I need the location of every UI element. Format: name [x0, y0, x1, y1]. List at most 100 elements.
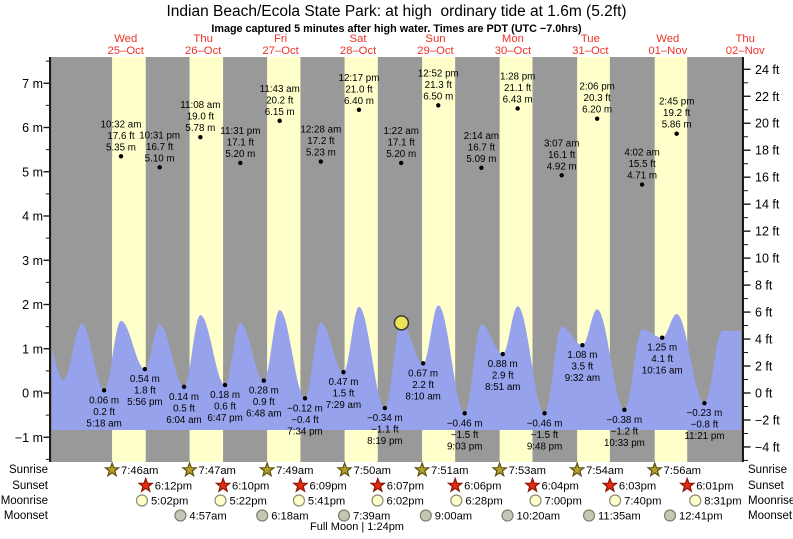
tide-annotation-low: 6:04 am [166, 415, 201, 426]
moonrise-icon [608, 494, 622, 507]
tide-annotation-high: 4:02 am [624, 148, 659, 159]
tide-annotation-high: 2:45 pm [659, 97, 694, 108]
row-label-moonrise-left: Moonrise [0, 494, 48, 507]
tide-annotation-low: 0.2 ft [93, 407, 115, 418]
day-label-name: Mon [502, 33, 524, 45]
tide-dot [674, 131, 679, 136]
tide-annotation-low: 9:32 am [565, 373, 600, 384]
tide-annotation-high: 12:52 pm [418, 68, 459, 79]
tide-annotation-low: 0.14 m [169, 392, 199, 403]
day-label-date: 02–Nov [726, 45, 765, 57]
astro-time-label: 6:04pm [541, 481, 578, 493]
axis-tick-label-left: 6 m [22, 121, 43, 135]
tide-dot [622, 407, 627, 413]
day-label-name: Wed [114, 33, 137, 45]
astro-time-label: 4:57am [189, 511, 226, 523]
tide-annotation-high: 5.09 m [466, 154, 496, 165]
tide-annotation-low: −0.12 m [287, 403, 323, 414]
axis-tick-label-right: 8 ft [755, 279, 773, 293]
day-label-date: 31–Oct [572, 45, 609, 57]
axis-tick-label-right: 16 ft [755, 171, 780, 185]
tide-dot [420, 361, 426, 366]
tide-dot [462, 411, 467, 416]
tide-annotation-low: 0.5 ft [173, 403, 195, 414]
tide-annotation-low: −0.46 m [527, 418, 563, 429]
tide-dot [559, 173, 564, 178]
tide-dot [302, 396, 308, 401]
sunrise-icon [568, 461, 586, 478]
axis-tick-label-left: −1 m [15, 431, 43, 445]
tide-dot [702, 400, 707, 406]
sunrise-icon [491, 461, 508, 478]
moonrise-icon [214, 494, 227, 507]
tide-annotation-high: 17.6 ft [107, 131, 135, 142]
sunset-icon [524, 476, 541, 493]
full-moon-label: Full Moon | 1:24pm [310, 521, 404, 533]
tide-annotation-high: 21.1 ft [504, 83, 532, 94]
y-axis-left [49, 57, 52, 462]
tide-annotation-high: 5.78 m [185, 123, 215, 134]
tide-annotation-low: 0.88 m [488, 359, 518, 370]
sunrise-icon [181, 461, 198, 478]
tide-annotation-low: −0.46 m [447, 418, 483, 429]
tide-annotation-low: 5:56 pm [127, 397, 162, 408]
tide-annotation-high: 16.7 ft [146, 142, 174, 153]
astro-time-label: 6:28pm [465, 496, 502, 508]
tide-annotation-high: 6.40 m [344, 96, 374, 107]
day-label-name: Sun [425, 33, 445, 45]
moonrise-icon [529, 494, 542, 507]
tide-annotation-low: 0.28 m [249, 386, 279, 397]
day-label-name: Thu [193, 33, 212, 45]
sunset-icon [678, 476, 696, 493]
astro-time-label: 7:46am [121, 465, 158, 477]
axis-tick-label-right: −2 ft [755, 413, 780, 427]
row-label-moonset-left: Moonset [3, 509, 48, 522]
tide-annotation-high: 6.50 m [423, 91, 453, 102]
astro-time-label: 9:00am [435, 511, 472, 523]
moonrise-icon [689, 494, 702, 507]
tide-annotation-high: 11:08 am [180, 100, 220, 111]
axis-tick-label-right: 14 ft [755, 198, 780, 212]
tide-annotation-high: 20.3 ft [584, 93, 612, 104]
day-label-date: 01–Nov [648, 45, 687, 57]
tide-annotation-low: −0.4 ft [291, 415, 319, 426]
astro-time-label: 10:20am [517, 511, 561, 523]
axis-tick-label-left: 3 m [22, 254, 43, 268]
astro-time-label: 7:54am [586, 465, 623, 477]
sunset-icon [137, 476, 155, 493]
day-label-date: 28–Oct [340, 45, 377, 57]
tide-annotation-low: −1.1 ft [371, 425, 399, 436]
axis-tick-label-right: 22 ft [755, 90, 780, 104]
tide-annotation-high: 5.23 m [306, 148, 336, 159]
astro-time-label: 7:53am [509, 465, 546, 477]
tide-annotation-high: 20.2 ft [266, 95, 294, 106]
axis-tick-label-right: 2 ft [755, 360, 773, 374]
astro-time-label: 7:56am [664, 465, 701, 477]
row-label-sunset-left: Sunset [12, 479, 48, 492]
tide-annotation-low: 8:10 am [405, 391, 440, 402]
tide-annotation-low: 3.5 ft [571, 362, 593, 373]
astro-time-label: 6:18am [271, 511, 308, 523]
row-label-sunrise-left: Sunrise [9, 464, 48, 476]
sunrise-icon [646, 461, 663, 478]
tide-annotation-low: 1.5 ft [333, 389, 355, 400]
tide-dot [436, 103, 441, 108]
tide-annotation-high: 15.5 ft [628, 159, 656, 170]
tide-annotation-low: 9:03 pm [447, 441, 482, 452]
astro-time-label: 5:02pm [151, 496, 188, 508]
astro-time-label: 6:12pm [155, 481, 192, 493]
tide-annotation-low: 1.08 m [567, 350, 597, 361]
astro-time-label: 7:00pm [545, 496, 582, 508]
astro-time-label: 6:07pm [387, 481, 424, 493]
astro-time-label: 7:49am [276, 465, 313, 477]
tide-dot [238, 160, 243, 166]
astro-time-label: 6:02pm [387, 496, 424, 508]
tide-dot [118, 154, 124, 159]
row-label-moonrise-right: Moonrise [748, 494, 793, 507]
tide-annotation-high: 5.86 m [662, 120, 692, 131]
day-label-name: Thu [736, 33, 755, 45]
tide-annotation-low: −1.5 ft [451, 430, 479, 441]
axis-tick-label-left: 5 m [22, 165, 43, 179]
tide-dot [479, 165, 484, 170]
tide-dot [594, 116, 600, 121]
